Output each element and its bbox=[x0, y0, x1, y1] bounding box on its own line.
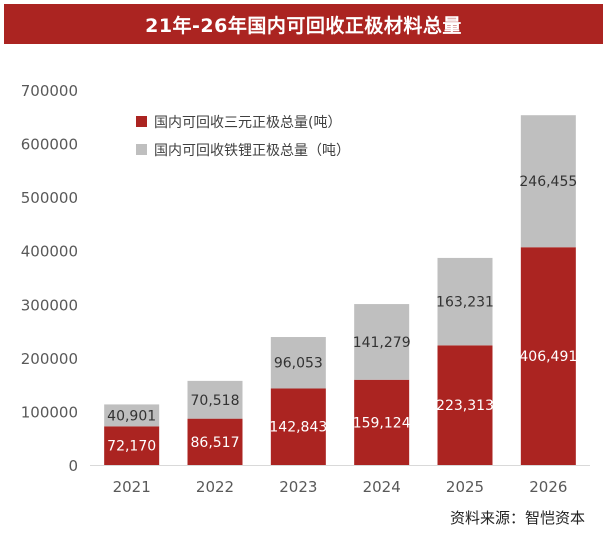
bar-segment-lfp-2021 bbox=[104, 404, 160, 427]
data-label: 141,279 bbox=[353, 335, 411, 351]
bar-segment-lfp-2022 bbox=[187, 380, 243, 419]
bar-segment-ternary-2023 bbox=[270, 388, 326, 465]
x-tick-label: 2025 bbox=[446, 478, 484, 496]
x-tick-label: 2021 bbox=[113, 478, 151, 496]
y-tick-label: 400000 bbox=[21, 243, 78, 261]
chart-title: 21年-26年国内可回收正极材料总量 bbox=[4, 4, 603, 44]
legend-swatch bbox=[136, 144, 147, 155]
legend-label: 国内可回收铁锂正极总量（吨） bbox=[154, 143, 350, 159]
source-note: 资料来源：智恺资本 bbox=[449, 509, 585, 527]
bar-segment-ternary-2025 bbox=[437, 345, 493, 465]
bar-segment-lfp-2023 bbox=[270, 337, 326, 389]
y-tick-label: 200000 bbox=[21, 350, 78, 368]
data-label: 142,843 bbox=[269, 420, 327, 436]
data-label: 86,517 bbox=[191, 435, 240, 451]
bar-segment-lfp-2026 bbox=[520, 115, 576, 248]
y-tick-label: 0 bbox=[68, 457, 78, 475]
y-tick-label: 600000 bbox=[21, 136, 78, 154]
bar-segment-lfp-2024 bbox=[354, 304, 410, 380]
data-label: 70,518 bbox=[191, 393, 240, 409]
data-label: 246,455 bbox=[519, 174, 577, 190]
legend-label: 国内可回收三元正极总量(吨） bbox=[154, 115, 341, 131]
bar-segment-ternary-2024 bbox=[354, 379, 410, 465]
bar-segment-ternary-2026 bbox=[520, 247, 576, 465]
y-tick-label: 700000 bbox=[21, 82, 78, 100]
data-label: 72,170 bbox=[107, 439, 156, 455]
bar-segment-ternary-2021 bbox=[104, 426, 160, 465]
y-tick-label: 100000 bbox=[21, 403, 78, 421]
y-tick-label: 300000 bbox=[21, 296, 78, 314]
x-tick-label: 2022 bbox=[196, 478, 234, 496]
bars-layer: 72,170 40,901 86,517 70,518 142,843 96,053 159… bbox=[104, 115, 577, 465]
axis-layer: 0 100000 200000 300000 400000 500000 600000 700… bbox=[21, 82, 590, 496]
data-label: 159,124 bbox=[353, 415, 411, 431]
legend-swatch bbox=[136, 116, 147, 127]
legend: 国内可回收三元正极总量(吨） 国内可回收铁锂正极总量（吨） bbox=[136, 115, 350, 159]
bar-segment-ternary-2022 bbox=[187, 418, 243, 465]
data-label: 223,313 bbox=[436, 398, 494, 414]
data-label: 96,053 bbox=[274, 356, 323, 372]
bar-segment-lfp-2025 bbox=[437, 257, 493, 346]
data-label: 40,901 bbox=[107, 408, 156, 424]
x-tick-label: 2026 bbox=[529, 478, 567, 496]
data-label: 163,231 bbox=[436, 295, 494, 311]
x-tick-label: 2024 bbox=[363, 478, 401, 496]
x-tick-label: 2023 bbox=[279, 478, 317, 496]
y-tick-label: 500000 bbox=[21, 189, 78, 207]
data-label: 406,491 bbox=[519, 349, 577, 365]
